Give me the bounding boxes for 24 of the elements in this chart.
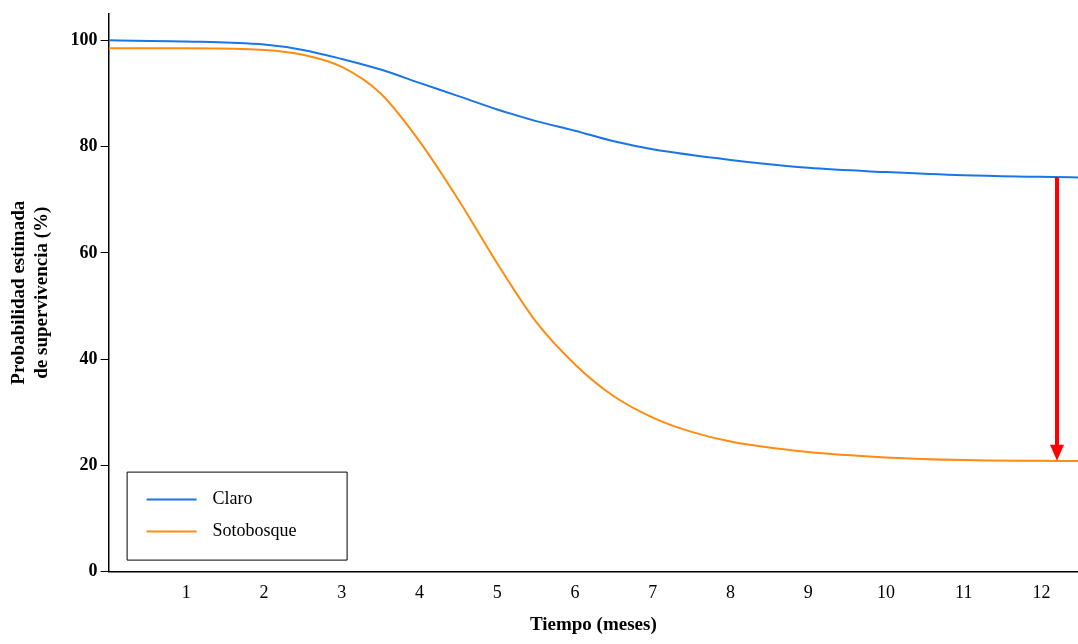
x-tick-label: 11	[955, 582, 973, 603]
x-tick-label: 12	[1032, 582, 1051, 603]
y-tick-label: 80	[79, 135, 98, 156]
x-tick-label: 2	[259, 582, 269, 603]
x-tick-label: 5	[492, 582, 502, 603]
y-tick-label: 60	[79, 241, 98, 262]
legend-label: Sotobosque	[212, 520, 297, 541]
x-tick-label: 6	[570, 582, 580, 603]
x-tick-label: 8	[726, 582, 736, 603]
x-tick-label: 4	[415, 582, 425, 603]
y-tick-label: 0	[88, 560, 98, 581]
line-series	[108, 39, 1078, 179]
x-tick-label: 1	[181, 582, 191, 603]
x-tick-label: 9	[803, 582, 813, 603]
legend-label: Claro	[212, 488, 253, 509]
x-axis-title: Tiempo (meses)	[529, 612, 657, 635]
y-tick-label: 40	[79, 347, 98, 368]
line-series	[108, 47, 1078, 463]
x-tick-label: 7	[648, 582, 658, 603]
x-tick-label: 3	[337, 582, 347, 603]
x-tick-label: 10	[876, 582, 895, 603]
y-tick-label: 100	[70, 29, 98, 50]
y-tick-label: 20	[79, 454, 98, 475]
y-axis-title: Probabilidad estimada de supervivencia (%)	[7, 200, 53, 385]
